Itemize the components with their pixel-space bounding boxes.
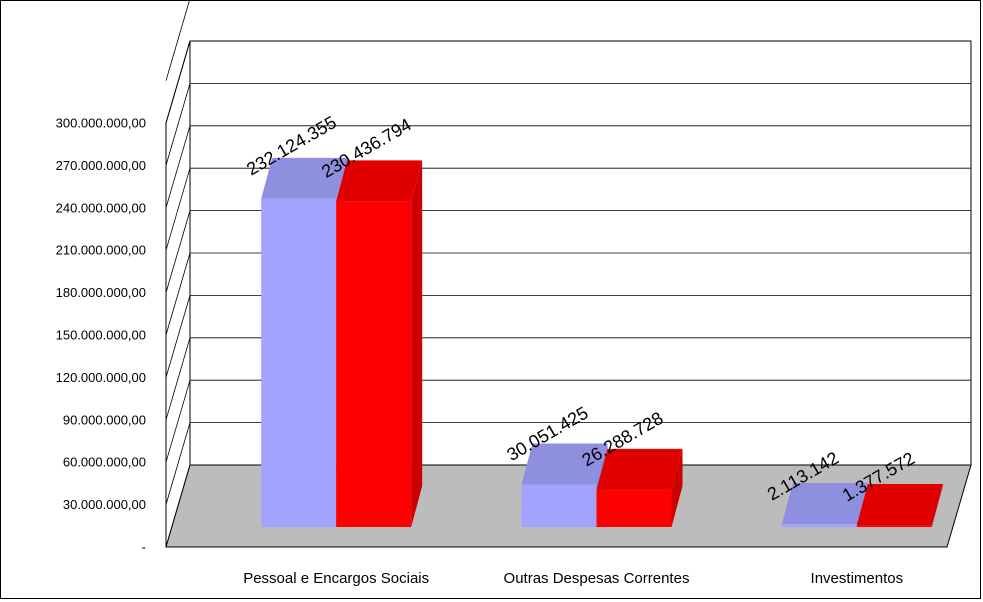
gridline-side	[165, 422, 191, 505]
bar	[856, 525, 932, 527]
y-tick-label: 120.000.000,00	[56, 370, 146, 385]
gridline-side	[165, 1, 190, 81]
x-axis-category-labels: Pessoal e Encargos Sociais Outras Despesa…	[243, 570, 903, 587]
bar	[521, 484, 597, 527]
y-tick-label: 30.000.000,00	[63, 497, 146, 512]
bar-side	[931, 484, 943, 527]
bar-top	[596, 448, 683, 490]
y-axis-tick-labels: - 30.000.000,00 60.000.000,00 90.000.000,00…	[56, 116, 146, 555]
x-category-label: Investimentos	[811, 570, 904, 587]
y-tick-label: 270.000.000,00	[56, 158, 146, 173]
x-category-label: Pessoal e Encargos Sociais	[243, 570, 429, 587]
y-tick-label: 300.000.000,00	[56, 116, 146, 131]
x-category-label: Outras Despesas Correntes	[504, 570, 690, 587]
y-tick-label: 60.000.000,00	[63, 455, 146, 470]
gridline-side	[165, 83, 191, 166]
bar-top	[261, 157, 348, 199]
y-tick-label: 240.000.000,00	[56, 200, 146, 215]
bar-top	[781, 483, 868, 525]
bar-top	[336, 160, 423, 202]
bars	[261, 157, 943, 528]
gridline-side	[165, 40, 191, 124]
y-tick-label: 150.000.000,00	[56, 328, 146, 343]
bar	[261, 198, 337, 527]
gridline-side	[165, 337, 191, 420]
y-tick-label: 180.000.000,00	[56, 285, 146, 300]
y-tick-label: 90.000.000,00	[63, 412, 146, 427]
gridline-side	[165, 252, 191, 336]
y-tick-label: -	[142, 540, 146, 555]
bar	[781, 524, 857, 527]
gridline-side	[165, 125, 191, 208]
bar-side	[671, 448, 683, 527]
bar-top	[521, 443, 608, 485]
gridline-side	[165, 380, 191, 463]
bar	[336, 201, 412, 528]
gridline-side	[165, 210, 191, 293]
bar	[596, 489, 672, 527]
bar-top	[856, 484, 943, 526]
gridline-side	[165, 168, 191, 251]
y-tick-label: 210.000.000,00	[56, 243, 146, 258]
gridline-side	[165, 295, 191, 378]
bar-side	[411, 160, 423, 528]
